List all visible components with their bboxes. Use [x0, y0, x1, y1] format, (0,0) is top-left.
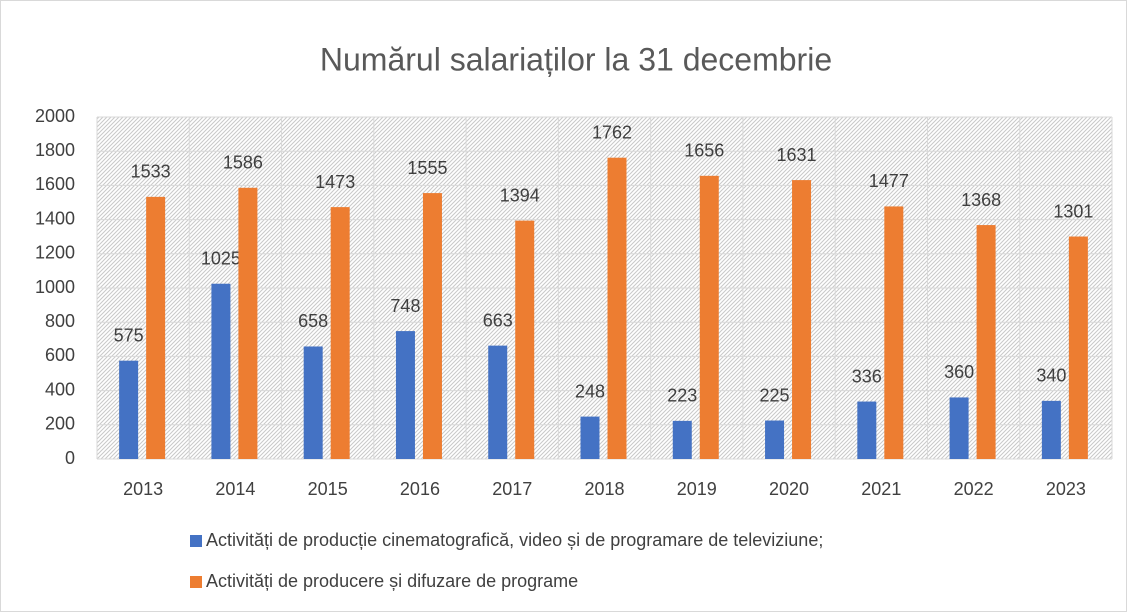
y-tick-label: 1400 — [35, 208, 75, 228]
data-label: 1025 — [201, 248, 241, 268]
data-label: 225 — [760, 385, 790, 405]
bar — [976, 225, 996, 459]
x-tick-label: 2019 — [677, 479, 717, 499]
bar — [238, 187, 258, 459]
data-label: 1631 — [777, 145, 817, 165]
data-label: 748 — [390, 296, 420, 316]
data-label: 1762 — [592, 122, 632, 142]
data-label: 1656 — [684, 141, 724, 161]
data-label: 248 — [575, 381, 605, 401]
x-tick-label: 2014 — [215, 479, 255, 499]
data-label: 663 — [483, 310, 513, 330]
data-label: 1533 — [131, 162, 171, 182]
data-label: 1394 — [500, 185, 540, 205]
bar — [884, 206, 904, 459]
data-label: 1555 — [407, 158, 447, 178]
bar — [488, 345, 508, 459]
data-label: 575 — [114, 325, 144, 345]
bar — [146, 196, 166, 459]
y-tick-label: 1800 — [35, 140, 75, 160]
y-tick-label: 200 — [45, 414, 75, 434]
y-tick-label: 2000 — [35, 106, 75, 126]
bar — [119, 360, 139, 459]
data-label: 340 — [1036, 366, 1066, 386]
y-tick-label: 0 — [65, 448, 75, 468]
data-label: 658 — [298, 311, 328, 331]
bar — [303, 346, 323, 459]
legend-label: Activități de producere și difuzare de p… — [206, 571, 578, 591]
y-tick-label: 600 — [45, 345, 75, 365]
bar — [765, 420, 785, 459]
data-label: 1473 — [315, 172, 355, 192]
bar — [857, 401, 877, 459]
bar — [672, 420, 692, 459]
data-label: 1477 — [869, 171, 909, 191]
data-label: 223 — [667, 386, 697, 406]
data-label: 360 — [944, 362, 974, 382]
x-tick-label: 2020 — [769, 479, 809, 499]
data-label: 1368 — [961, 190, 1001, 210]
x-tick-label: 2018 — [584, 479, 624, 499]
data-label: 336 — [852, 366, 882, 386]
x-tick-label: 2021 — [861, 479, 901, 499]
y-tick-label: 1000 — [35, 277, 75, 297]
bar — [395, 331, 415, 459]
y-tick-label: 800 — [45, 311, 75, 331]
y-tick-label: 400 — [45, 379, 75, 399]
bar — [699, 175, 719, 459]
legend-label: Activități de producție cinematografică,… — [206, 530, 823, 550]
legend-swatch — [190, 535, 202, 547]
legend-swatch — [190, 576, 202, 588]
x-tick-label: 2013 — [123, 479, 163, 499]
bar — [422, 193, 442, 459]
bar — [211, 283, 231, 459]
bar — [330, 207, 350, 459]
bar — [580, 416, 600, 459]
bar — [1068, 236, 1088, 459]
x-tick-label: 2015 — [308, 479, 348, 499]
x-tick-label: 2017 — [492, 479, 532, 499]
bar — [515, 220, 535, 459]
bar — [792, 180, 812, 459]
x-tick-label: 2022 — [954, 479, 994, 499]
y-tick-label: 1200 — [35, 243, 75, 263]
data-label: 1301 — [1053, 201, 1093, 221]
bar — [1041, 400, 1061, 459]
x-tick-label: 2023 — [1046, 479, 1086, 499]
bar — [607, 157, 627, 459]
y-tick-label: 1600 — [35, 174, 75, 194]
bar — [949, 397, 969, 459]
chart-title: Numărul salariaților la 31 decembrie — [320, 41, 832, 77]
data-label: 1586 — [223, 153, 263, 173]
x-tick-label: 2016 — [400, 479, 440, 499]
